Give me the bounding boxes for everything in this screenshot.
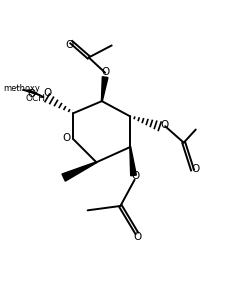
Text: O: O <box>28 89 36 99</box>
Text: O: O <box>134 232 142 242</box>
Text: O: O <box>65 40 74 50</box>
Polygon shape <box>130 147 136 176</box>
Text: methoxy: methoxy <box>22 90 28 91</box>
Text: O: O <box>132 171 140 181</box>
Text: O: O <box>192 164 200 175</box>
Text: O: O <box>62 133 71 143</box>
Text: O: O <box>160 120 169 130</box>
Text: OCH: OCH <box>26 94 46 103</box>
Text: methoxy: methoxy <box>27 88 33 90</box>
Polygon shape <box>101 77 108 101</box>
Text: methoxy: methoxy <box>3 83 40 93</box>
Polygon shape <box>62 162 97 181</box>
Text: methoxy: methoxy <box>16 87 22 88</box>
Text: O: O <box>43 88 51 98</box>
Text: O: O <box>101 67 109 77</box>
